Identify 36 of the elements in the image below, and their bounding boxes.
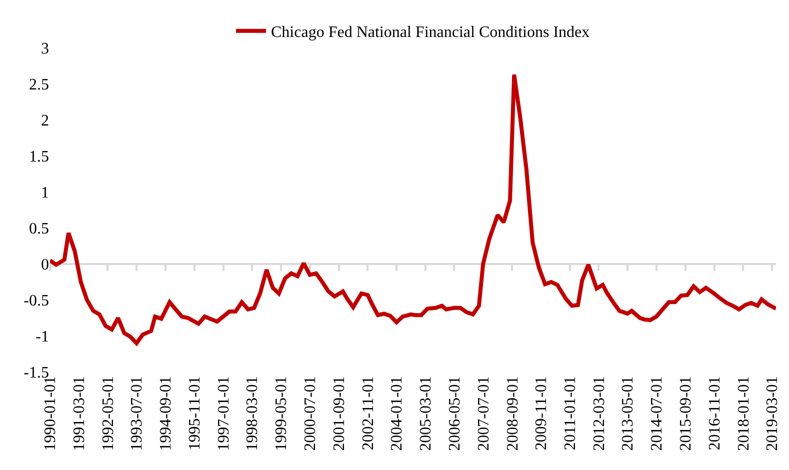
y-tick-label: -0.5 <box>24 292 49 310</box>
x-tick-label: 2016-11-01 <box>706 376 724 450</box>
x-tick-label: 2005-03-01 <box>418 376 435 451</box>
legend-label: Chicago Fed National Financial Conditions Index <box>271 24 590 42</box>
x-tick-label: 2011-01-01 <box>562 376 580 450</box>
x-tick-label: 2002-11-01 <box>360 376 377 450</box>
x-tick-label: 2008-09-01 <box>504 376 522 451</box>
x-tick-label: 2018-01-01 <box>735 376 752 451</box>
y-tick-label: 1 <box>41 184 49 202</box>
x-tick-label: 2019-03-01 <box>764 376 782 451</box>
x-tick-label: 1999-05-01 <box>273 376 290 451</box>
y-tick-label: 2 <box>41 112 49 130</box>
x-tick-label: 1998-03-01 <box>244 376 262 451</box>
y-tick-label: 0.5 <box>29 220 49 238</box>
x-tick-label: 2015-09-01 <box>678 376 695 451</box>
y-tick-label: 1.5 <box>29 148 49 166</box>
x-tick-label: 2001-09-01 <box>330 376 348 451</box>
x-tick-label: 2007-07-01 <box>475 376 492 451</box>
y-tick-label: 0 <box>41 256 49 274</box>
x-tick-label: 1995-11-01 <box>186 376 204 450</box>
x-tick-label: 2006-05-01 <box>446 376 464 451</box>
y-tick-label: 2.5 <box>29 76 49 94</box>
x-tick-label: 2013-05-01 <box>620 376 637 451</box>
x-tick-label: 2012-03-01 <box>590 376 608 451</box>
y-tick-label: -1 <box>36 328 49 346</box>
y-tick-label: 3 <box>41 40 49 58</box>
x-tick-label: 1992-05-01 <box>100 376 117 451</box>
line-series <box>50 72 776 346</box>
x-tick-label: 1994-09-01 <box>158 376 175 451</box>
x-tick-label: 2009-11-01 <box>533 376 550 450</box>
x-tick-label: 2004-01-01 <box>388 376 406 451</box>
x-tick-label: 2014-07-01 <box>648 376 666 451</box>
x-tick-label: 1993-07-01 <box>128 376 146 451</box>
x-tick-label: 1991-03-01 <box>70 376 88 451</box>
x-tick-label: 1997-01-01 <box>216 376 232 451</box>
x-tick-label: 2000-07-01 <box>302 376 320 451</box>
